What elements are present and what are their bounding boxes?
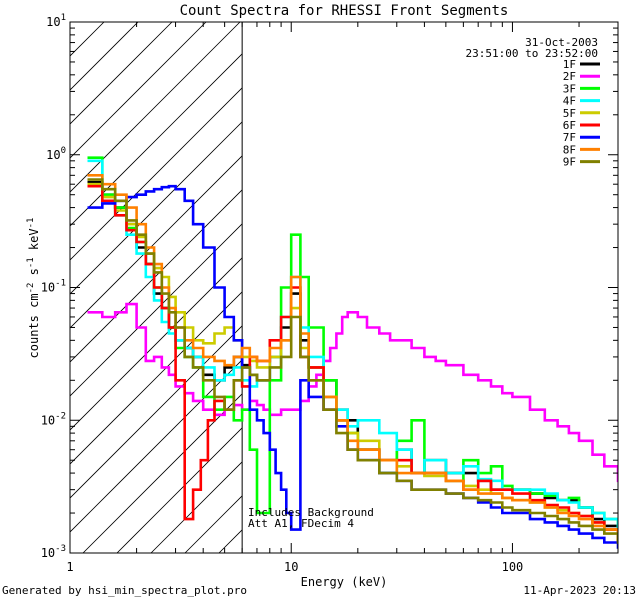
series-line-9F bbox=[87, 178, 618, 544]
hatch-region bbox=[70, 22, 243, 553]
y-axis-label: counts cm-2 s-1 keV-1 bbox=[26, 218, 41, 359]
legend-label-4F: 4F bbox=[563, 95, 576, 108]
series-line-4F bbox=[87, 159, 618, 531]
generated-date: 11-Apr-2023 20:13 bbox=[523, 584, 636, 597]
hatch-lines bbox=[70, 22, 243, 553]
attenuator-note: Att A1, FDecim 4 bbox=[248, 517, 354, 530]
y-tick-label: 10-2 bbox=[41, 411, 66, 427]
legend-label-6F: 6F bbox=[563, 119, 576, 132]
legend-label-5F: 5F bbox=[563, 107, 576, 120]
legend-label-7F: 7F bbox=[563, 131, 576, 144]
series-line-3F bbox=[87, 156, 618, 535]
legend-label-9F: 9F bbox=[563, 156, 576, 169]
observation-date: 31-Oct-2003 bbox=[525, 36, 598, 49]
background-note: Includes Background bbox=[248, 506, 374, 519]
x-axis-label: Energy (keV) bbox=[301, 575, 388, 589]
time-range: 23:51:00 to 23:52:00 bbox=[466, 47, 598, 60]
legend-label-8F: 8F bbox=[563, 143, 576, 156]
series-line-8F bbox=[87, 174, 618, 540]
legend-label-1F: 1F bbox=[563, 58, 576, 71]
x-tick-label: 100 bbox=[502, 560, 524, 574]
y-tick-label: 10-3 bbox=[41, 544, 66, 560]
generated-by-text: Generated by hsi_min_spectra_plot.pro bbox=[2, 584, 247, 597]
legend-label-3F: 3F bbox=[563, 82, 576, 95]
x-tick-label: 1 bbox=[66, 560, 73, 574]
plot-frame bbox=[69, 21, 619, 554]
y-tick-label: 10-1 bbox=[41, 279, 66, 295]
legend-label-2F: 2F bbox=[563, 70, 576, 83]
y-tick-label: 101 bbox=[46, 13, 66, 29]
axis-layer: 1 10 100 10-3 10-2 10-1 100 101 bbox=[41, 13, 619, 574]
x-tick-label: 10 bbox=[284, 560, 298, 574]
y-tick-label: 100 bbox=[46, 146, 66, 162]
hatch-pattern bbox=[70, 22, 243, 553]
series-layer bbox=[87, 156, 618, 549]
chart-title: Count Spectra for RHESSI Front Segments bbox=[180, 3, 509, 19]
